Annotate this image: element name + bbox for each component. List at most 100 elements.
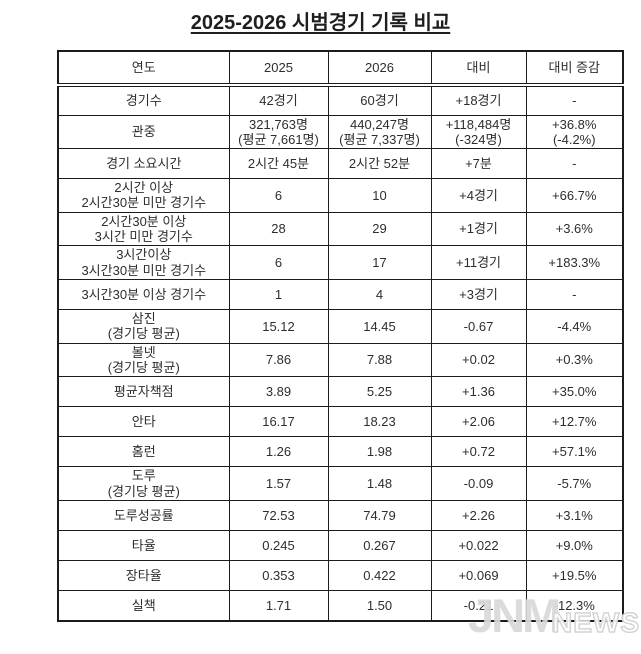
row-label: 타율 (57, 530, 230, 562)
cell-2025: 1.57 (228, 466, 329, 502)
cell-diff: +118,484명 (-324명) (430, 114, 527, 150)
table-row: 삼진 (경기당 평균) 15.12 14.45 -0.67 -4.4% (57, 309, 624, 344)
cell-pct: -4.4% (525, 309, 624, 344)
cell-diff: -0.67 (430, 309, 527, 344)
table-row: 3시간이상 3시간30분 미만 경기수 6 17 +11경기 +183.3% (57, 245, 624, 281)
cell-pct: +183.3% (525, 245, 624, 281)
cell-diff: +4경기 (430, 178, 527, 213)
table-header: 연도 2025 2026 대비 대비 증감 (57, 50, 624, 87)
cell-2025: 15.12 (228, 309, 329, 344)
row-label: 볼넷 (경기당 평균) (57, 342, 230, 378)
cell-pct: -5.7% (525, 466, 624, 502)
table-row: 경기 소요시간 2시간 45분 2시간 52분 +7분 - (57, 148, 624, 180)
row-label: 홈런 (57, 436, 230, 468)
cell-2025: 7.86 (228, 342, 329, 378)
row-label: 도루성공률 (57, 500, 230, 532)
cell-2025: 1.26 (228, 436, 329, 468)
cell-pct: +57.1% (525, 436, 624, 468)
cell-2026: 18.23 (327, 406, 432, 438)
cell-pct: - (525, 148, 624, 180)
cell-diff: +0.72 (430, 436, 527, 468)
cell-diff: +0.069 (430, 560, 527, 592)
row-label: 안타 (57, 406, 230, 438)
cell-2026: 29 (327, 211, 432, 247)
row-label: 삼진 (경기당 평균) (57, 309, 230, 344)
cell-diff: +0.022 (430, 530, 527, 562)
row-label: 장타율 (57, 560, 230, 592)
row-label: 2시간30분 이상 3시간 미만 경기수 (57, 211, 230, 247)
cell-2025: 6 (228, 178, 329, 213)
cell-pct: +3.1% (525, 500, 624, 532)
cell-2025: 2시간 45분 (228, 148, 329, 180)
table-row: 도루성공률 72.53 74.79 +2.26 +3.1% (57, 500, 624, 532)
cell-2026: 440,247명 (평균 7,337명) (327, 114, 432, 150)
cell-2025: 321,763명 (평균 7,661명) (228, 114, 329, 150)
row-label: 3시간30분 이상 경기수 (57, 279, 230, 311)
table-row: 3시간30분 이상 경기수 1 4 +3경기 - (57, 279, 624, 311)
table-row: 안타 16.17 18.23 +2.06 +12.7% (57, 406, 624, 438)
cell-diff: -0.09 (430, 466, 527, 502)
header-row: 연도 2025 2026 대비 대비 증감 (57, 50, 624, 87)
column-header-pct: 대비 증감 (525, 50, 624, 87)
cell-2025: 1 (228, 279, 329, 311)
column-header-category: 연도 (57, 50, 230, 87)
cell-2026: 2시간 52분 (327, 148, 432, 180)
cell-2026: 7.88 (327, 342, 432, 378)
column-header-2025: 2025 (228, 50, 329, 87)
row-label: 관중 (57, 114, 230, 150)
table-row: 실책 1.71 1.50 -0.21 -12.3% (57, 590, 624, 622)
cell-diff: +2.26 (430, 500, 527, 532)
cell-diff: +1.36 (430, 376, 527, 408)
cell-diff: -0.21 (430, 590, 527, 622)
cell-pct: - (525, 279, 624, 311)
row-label: 도루 (경기당 평균) (57, 466, 230, 502)
table-row: 2시간 이상 2시간30분 미만 경기수 6 10 +4경기 +66.7% (57, 178, 624, 213)
cell-2026: 74.79 (327, 500, 432, 532)
cell-2026: 5.25 (327, 376, 432, 408)
table-row: 홈런 1.26 1.98 +0.72 +57.1% (57, 436, 624, 468)
cell-2025: 42경기 (228, 84, 329, 116)
cell-diff: +18경기 (430, 84, 527, 116)
cell-2025: 3.89 (228, 376, 329, 408)
page-title: 2025-2026 시범경기 기록 비교 (0, 6, 641, 35)
cell-pct: +66.7% (525, 178, 624, 213)
cell-2025: 72.53 (228, 500, 329, 532)
cell-pct: +0.3% (525, 342, 624, 378)
cell-pct: +3.6% (525, 211, 624, 247)
cell-2025: 6 (228, 245, 329, 281)
cell-2026: 1.98 (327, 436, 432, 468)
row-label: 2시간 이상 2시간30분 미만 경기수 (57, 178, 230, 213)
row-label: 실책 (57, 590, 230, 622)
cell-2026: 17 (327, 245, 432, 281)
table-body: 경기수 42경기 60경기 +18경기 - 관중 321,763명 (평균 7,… (57, 84, 624, 622)
page-title-text: 2025-2026 시범경기 기록 비교 (190, 12, 451, 34)
row-label: 경기 소요시간 (57, 148, 230, 180)
cell-2026: 0.267 (327, 530, 432, 562)
cell-diff: +3경기 (430, 279, 527, 311)
table-row: 장타율 0.353 0.422 +0.069 +19.5% (57, 560, 624, 592)
cell-2025: 16.17 (228, 406, 329, 438)
row-label: 경기수 (57, 84, 230, 116)
cell-pct: +12.7% (525, 406, 624, 438)
cell-diff: +11경기 (430, 245, 527, 281)
cell-diff: +0.02 (430, 342, 527, 378)
cell-2025: 1.71 (228, 590, 329, 622)
table-row: 볼넷 (경기당 평균) 7.86 7.88 +0.02 +0.3% (57, 342, 624, 378)
cell-pct: +35.0% (525, 376, 624, 408)
table-row: 타율 0.245 0.267 +0.022 +9.0% (57, 530, 624, 562)
cell-diff: +7분 (430, 148, 527, 180)
table-row: 관중 321,763명 (평균 7,661명) 440,247명 (평균 7,3… (57, 114, 624, 150)
cell-2025: 0.245 (228, 530, 329, 562)
cell-2026: 14.45 (327, 309, 432, 344)
cell-diff: +1경기 (430, 211, 527, 247)
cell-pct: +9.0% (525, 530, 624, 562)
cell-pct: +19.5% (525, 560, 624, 592)
cell-pct: - (525, 84, 624, 116)
cell-2025: 0.353 (228, 560, 329, 592)
table-row: 평균자책점 3.89 5.25 +1.36 +35.0% (57, 376, 624, 408)
table-row: 경기수 42경기 60경기 +18경기 - (57, 84, 624, 116)
table-row: 도루 (경기당 평균) 1.57 1.48 -0.09 -5.7% (57, 466, 624, 502)
comparison-table: 연도 2025 2026 대비 대비 증감 경기수 42경기 60경기 +18경… (57, 50, 624, 622)
cell-2025: 28 (228, 211, 329, 247)
